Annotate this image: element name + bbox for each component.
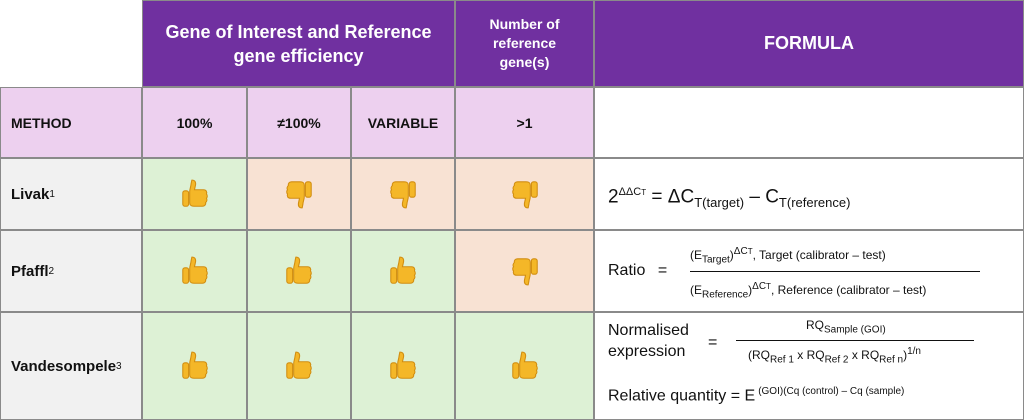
- livak-c: C: [765, 186, 779, 208]
- thumbs-up-icon: [181, 351, 208, 379]
- pfaffl-num-close: ): [729, 248, 734, 262]
- vand-denominator: (RQRef 1 x RQRef 2 x RQRef n)1/n: [748, 346, 921, 365]
- pfaffl-num-open: (E: [690, 248, 702, 262]
- livak-exp-sub: T: [641, 188, 647, 197]
- pfaffl-eq: =: [657, 262, 668, 279]
- rating-cell: [351, 312, 455, 420]
- header-efficiency: Gene of Interest and Reference gene effi…: [142, 0, 455, 87]
- thumbs-up-icon: [181, 179, 208, 207]
- ref-number: 2: [48, 265, 55, 277]
- pfaffl-num-rest: , Target (calibrator – test): [752, 248, 886, 262]
- formula-blank: [594, 87, 1024, 158]
- pfaffl-den-exp: ΔCT: [752, 281, 771, 292]
- vand-den-close: ): [903, 348, 908, 362]
- livak-sub-target: T(target): [694, 195, 745, 211]
- ref-number: 3: [116, 360, 122, 372]
- livak-exp-text: ΔΔC: [618, 186, 642, 198]
- rating-cell: [247, 158, 351, 230]
- vand-den-exp: 1/n: [907, 346, 921, 357]
- pfaffl-den-rest: , Reference (calibrator – test): [770, 283, 927, 297]
- rating-cell: [455, 312, 594, 420]
- rating-cell: [142, 312, 247, 420]
- method-name: Livak: [11, 185, 50, 203]
- pfaffl-fraction-line: [690, 271, 980, 272]
- pfaffl-den-sub: Reference: [702, 289, 749, 301]
- header-empty-cell: [0, 0, 142, 87]
- vand-fraction-line: [736, 340, 974, 341]
- efficiency-not-100: ≠100%: [247, 87, 351, 158]
- method-name: Vandesompele: [11, 357, 117, 375]
- vand-relq-exp: (GOI)(Cq (control) – Cq (sample): [758, 386, 905, 397]
- thumbs-down-icon: [390, 181, 416, 209]
- thumbs-down-icon: [286, 181, 312, 209]
- rating-cell: [455, 158, 594, 230]
- livak-base: 2: [608, 186, 619, 208]
- efficiency-100: 100%: [142, 87, 247, 158]
- vand-ref2: Ref 2: [824, 354, 849, 366]
- thumbs-up-icon: [286, 256, 312, 284]
- vand-eq: =: [708, 334, 718, 351]
- header-num-ref: Number of reference gene(s): [455, 0, 594, 87]
- formula-vandesompele: [594, 312, 1024, 420]
- vand-refn: Ref n: [879, 354, 904, 366]
- vand-normalised: Normalised: [608, 322, 689, 339]
- method-pfaffl: Pfaffl 2: [0, 230, 142, 312]
- pfaffl-denominator: (EReference)ΔCT, Reference (calibrator –…: [690, 281, 926, 300]
- method-label: METHOD: [0, 87, 142, 158]
- vand-x2: x RQ: [848, 348, 880, 362]
- header-formula: FORMULA: [594, 0, 1024, 87]
- rating-cell: [142, 158, 247, 230]
- rating-cell: [247, 230, 351, 312]
- thumbs-down-icon: [511, 258, 538, 286]
- livak-eq: =: [651, 186, 663, 208]
- pfaffl-num-exp-sub: T: [747, 247, 753, 256]
- vand-expression: expression: [608, 343, 686, 360]
- ref-gt1: >1: [455, 87, 594, 158]
- rating-cell: [247, 312, 351, 420]
- thumbs-up-icon: [390, 351, 416, 379]
- vand-x1: x RQ: [793, 348, 825, 362]
- pfaffl-den-exp-sub: T: [766, 282, 771, 291]
- pfaffl-ratio: Ratio: [608, 262, 646, 279]
- vand-rq: RQ: [806, 318, 824, 332]
- thumbs-up-icon: [390, 256, 416, 284]
- vand-den-open: (RQ: [748, 348, 770, 362]
- vand-ref1: Ref 1: [770, 354, 794, 366]
- thumbs-up-icon: [511, 351, 538, 379]
- rating-cell: [351, 230, 455, 312]
- thumbs-up-icon: [286, 351, 312, 379]
- method-name: Pfaffl: [11, 262, 49, 280]
- method-livak: Livak 1: [0, 158, 142, 230]
- rating-cell: [455, 230, 594, 312]
- livak-delta-c: ΔC: [667, 186, 695, 208]
- vand-relq: Relative quantity = E: [608, 387, 756, 405]
- ref-number: 1: [49, 188, 55, 200]
- vand-relative-quantity: Relative quantity = E (GOI)(Cq (control) …: [608, 386, 904, 405]
- pfaffl-numerator: (ETarget)ΔCT, Target (calibrator – test): [690, 246, 886, 265]
- pfaffl-den-close: ): [748, 283, 753, 297]
- pfaffl-den-open: (E: [690, 283, 702, 297]
- pfaffl-num-exp: ΔCT: [734, 246, 753, 257]
- rating-cell: [351, 158, 455, 230]
- livak-minus: –: [749, 186, 760, 208]
- pfaffl-num-exp-text: ΔC: [733, 246, 748, 257]
- livak-exponent: ΔΔCT: [619, 186, 647, 198]
- vand-num-sub: Sample (GOI): [824, 324, 886, 336]
- thumbs-up-icon: [181, 256, 208, 284]
- pfaffl-den-exp-text: ΔC: [752, 281, 767, 292]
- vand-numerator: RQSample (GOI): [806, 318, 886, 335]
- thumbs-down-icon: [511, 181, 538, 209]
- pfaffl-ratio-label: Ratio =: [608, 262, 667, 280]
- pfaffl-num-sub: Target: [702, 254, 730, 266]
- livak-formula: 2ΔΔCT = ΔCT(target) – CT(reference): [608, 186, 850, 210]
- livak-sub-ref: T(reference): [778, 195, 851, 211]
- efficiency-variable: VARIABLE: [351, 87, 455, 158]
- method-vandesompele: Vandesompele 3: [0, 312, 142, 420]
- rating-cell: [142, 230, 247, 312]
